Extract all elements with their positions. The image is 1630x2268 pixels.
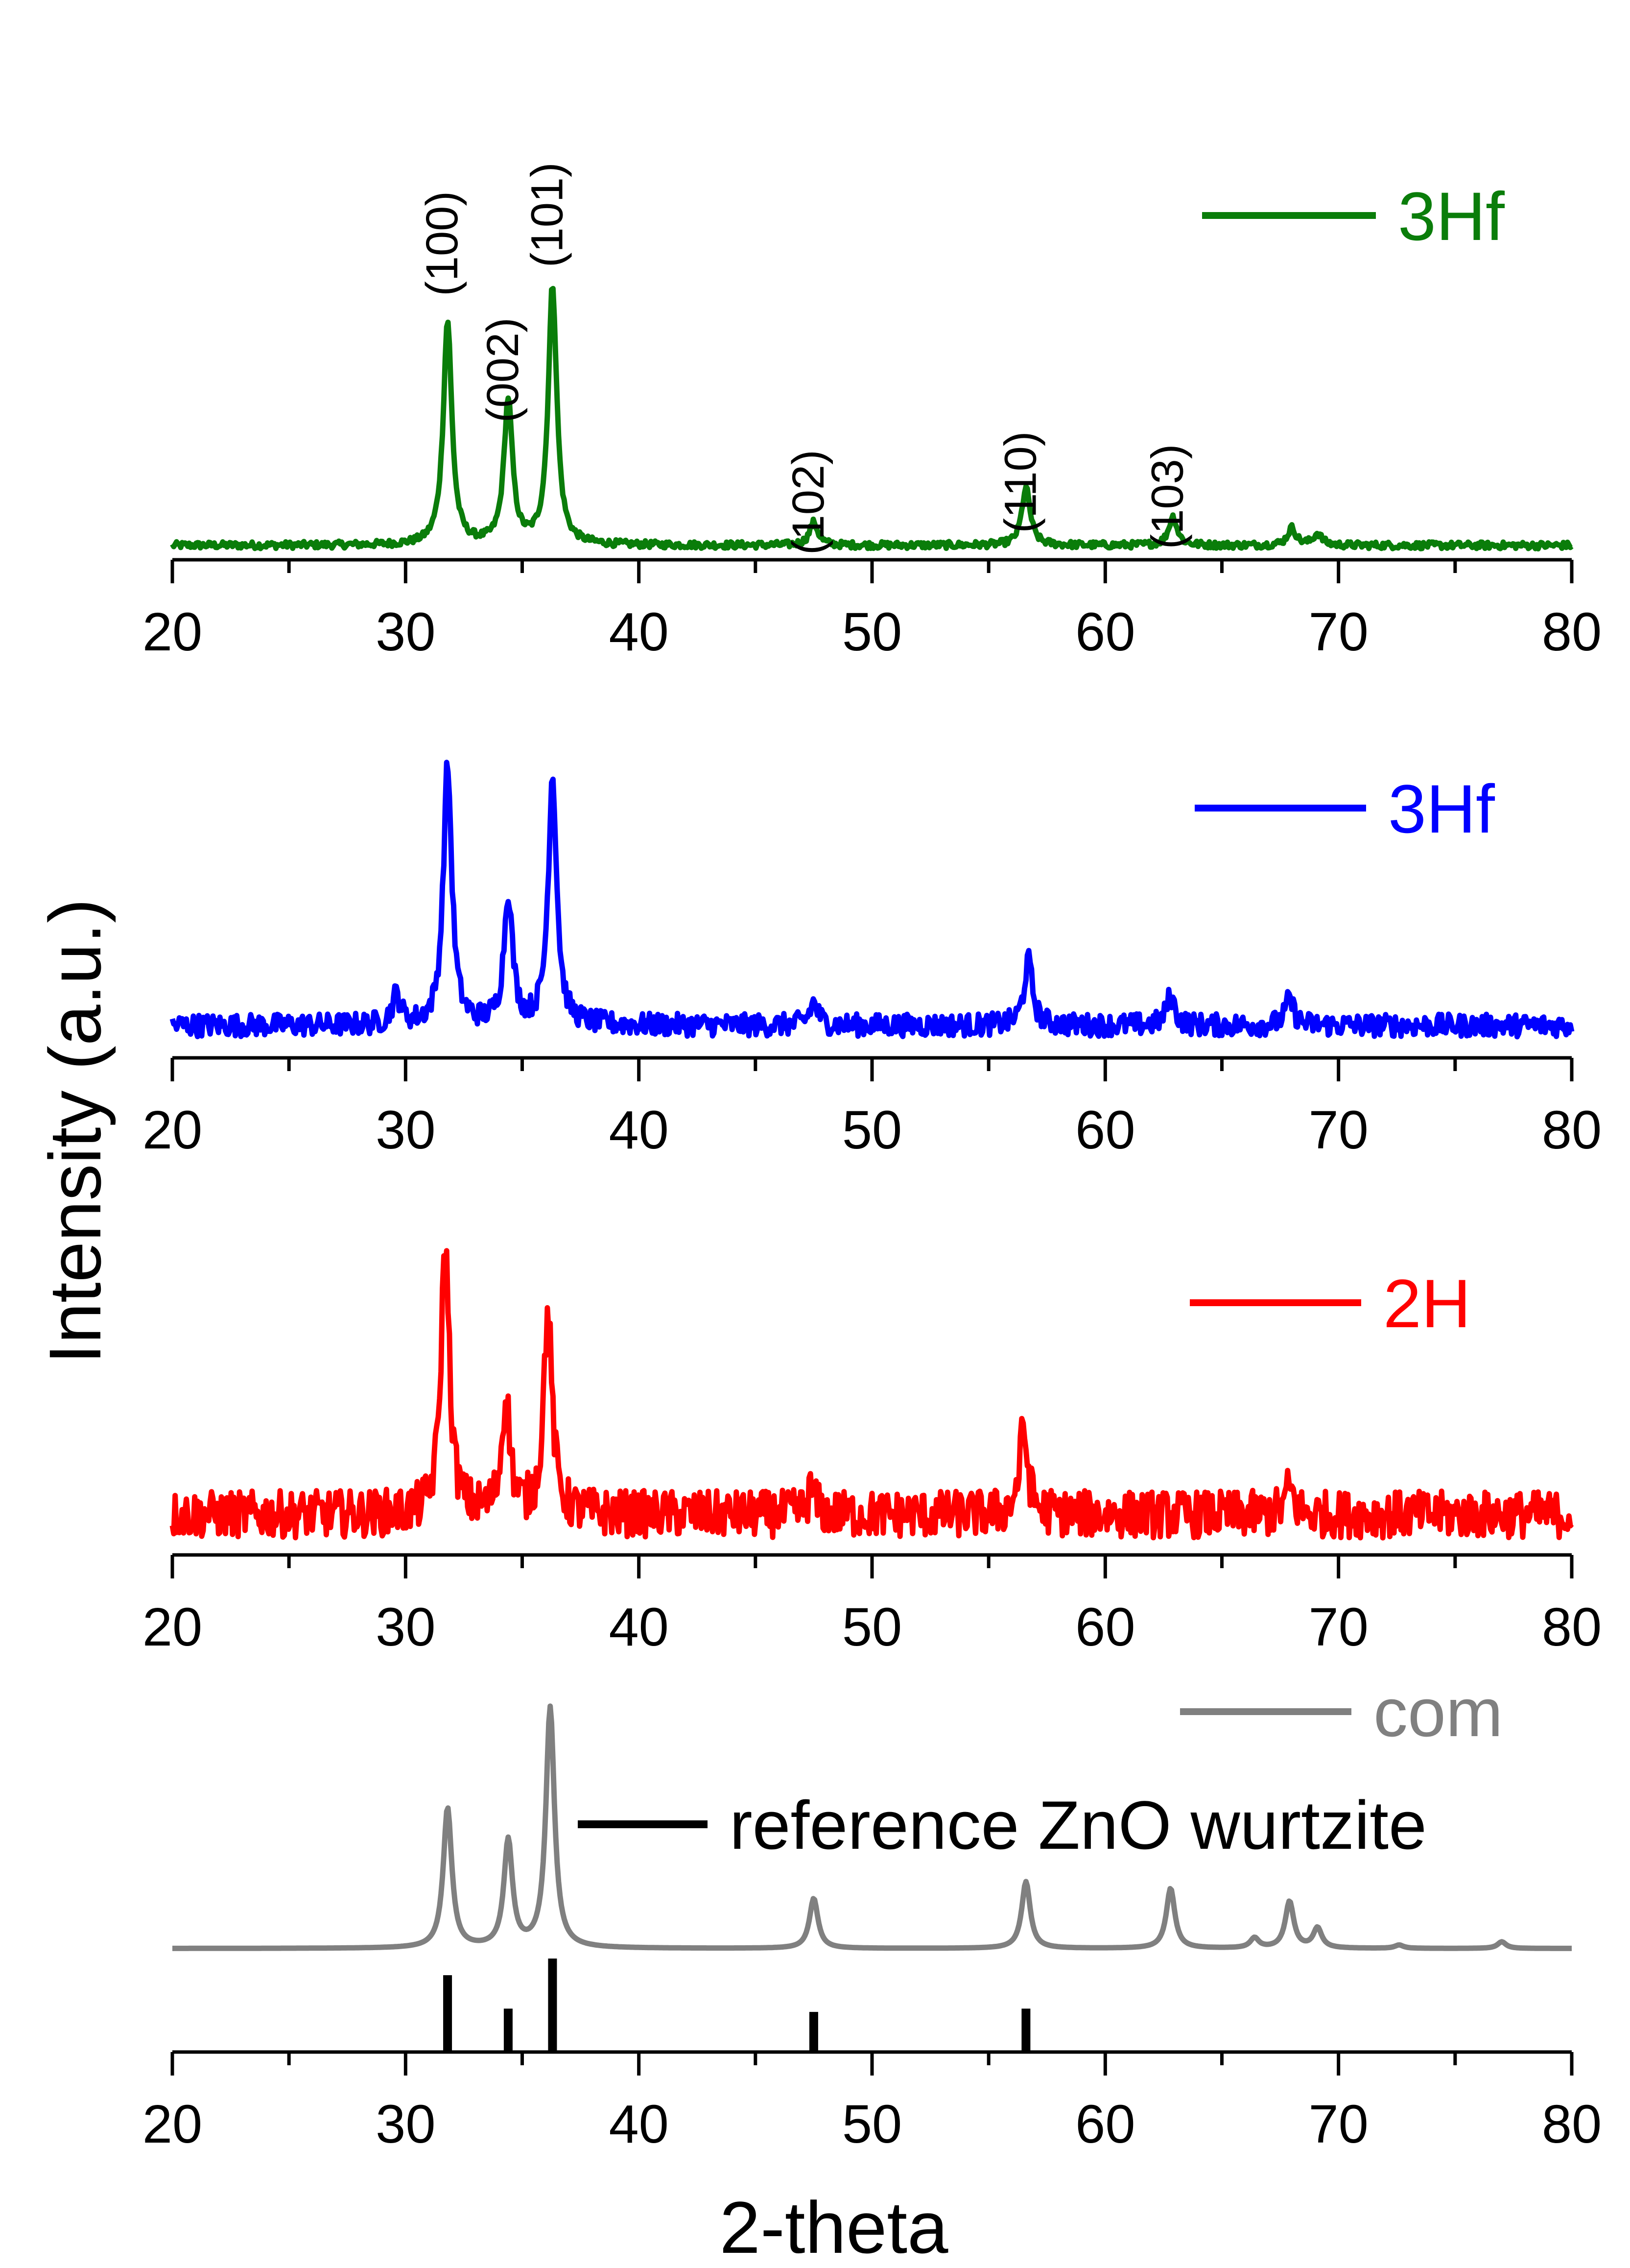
- x-tick-label: 20: [142, 602, 202, 662]
- x-tick-label: 70: [1308, 2094, 1368, 2154]
- x-tick-label: 60: [1075, 2094, 1135, 2154]
- peak-annotation: (100): [417, 191, 467, 296]
- legend-label: 2H: [1383, 1265, 1471, 1342]
- x-tick-label: 50: [842, 602, 902, 662]
- x-tick-label: 70: [1308, 602, 1368, 662]
- legend-label: com: [1373, 1674, 1503, 1751]
- x-tick-label: 20: [142, 1597, 202, 1657]
- x-tick-label: 80: [1542, 602, 1602, 662]
- xrd-figure: 20 30 40 50 60 70 80 3Hf (100)(002) (101) (102) (11…: [0, 0, 1630, 2268]
- x-tick-label: 80: [1542, 1100, 1602, 1160]
- x-tick-label: 70: [1308, 1597, 1368, 1657]
- x-tick-label: 30: [376, 2094, 435, 2154]
- peak-annotation: (102): [783, 450, 833, 555]
- x-tick-label: 80: [1542, 2094, 1602, 2154]
- peak-annotation: (002): [478, 317, 528, 423]
- x-tick-label: 60: [1075, 1597, 1135, 1657]
- peak-annotation: (103): [1143, 444, 1193, 549]
- panel-2: 20 30 40 50 60 70 80 3Hf: [142, 763, 1602, 1160]
- x-tick-label: 50: [842, 1597, 902, 1657]
- peak-annotation: (101): [522, 162, 572, 267]
- panel-3: 20 30 40 50 60 70 80 2H: [142, 1251, 1602, 1657]
- x-tick-label: 40: [609, 1100, 668, 1160]
- panel-4: 20 30 40 50 60 70 80 com reference ZnO wurtzite: [142, 1674, 1602, 2154]
- series-line-2h: [172, 1251, 1572, 1538]
- x-tick-label: 50: [842, 1100, 902, 1160]
- x-tick-label: 70: [1308, 1100, 1368, 1160]
- y-axis-label: Intensity (a.u.): [34, 899, 116, 1364]
- legend-label: 3Hf: [1388, 770, 1495, 847]
- panel-1: 20 30 40 50 60 70 80 3Hf (100)(002) (101) (102) (11…: [142, 162, 1602, 662]
- legend-label: reference ZnO wurtzite: [730, 1787, 1427, 1863]
- x-tick-label: 30: [376, 1100, 435, 1160]
- series-line-3hf: [172, 763, 1572, 1037]
- x-tick-label: 60: [1075, 602, 1135, 662]
- series-line-3hf: [172, 288, 1572, 549]
- legend-label: 3Hf: [1398, 178, 1505, 255]
- x-tick-label: 40: [609, 2094, 668, 2154]
- x-tick-label: 30: [376, 602, 435, 662]
- x-tick-label: 80: [1542, 1597, 1602, 1657]
- x-tick-label: 20: [142, 2094, 202, 2154]
- x-tick-label: 60: [1075, 1100, 1135, 1160]
- x-axis-label: 2-theta: [720, 2186, 949, 2268]
- x-tick-label: 50: [842, 2094, 902, 2154]
- x-tick-label: 30: [376, 1597, 435, 1657]
- x-tick-label: 40: [609, 602, 668, 662]
- peak-annotation: (110): [995, 431, 1045, 533]
- x-tick-label: 20: [142, 1100, 202, 1160]
- x-tick-label: 40: [609, 1597, 668, 1657]
